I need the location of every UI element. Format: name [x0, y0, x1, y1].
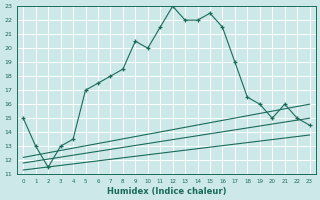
- X-axis label: Humidex (Indice chaleur): Humidex (Indice chaleur): [107, 187, 226, 196]
